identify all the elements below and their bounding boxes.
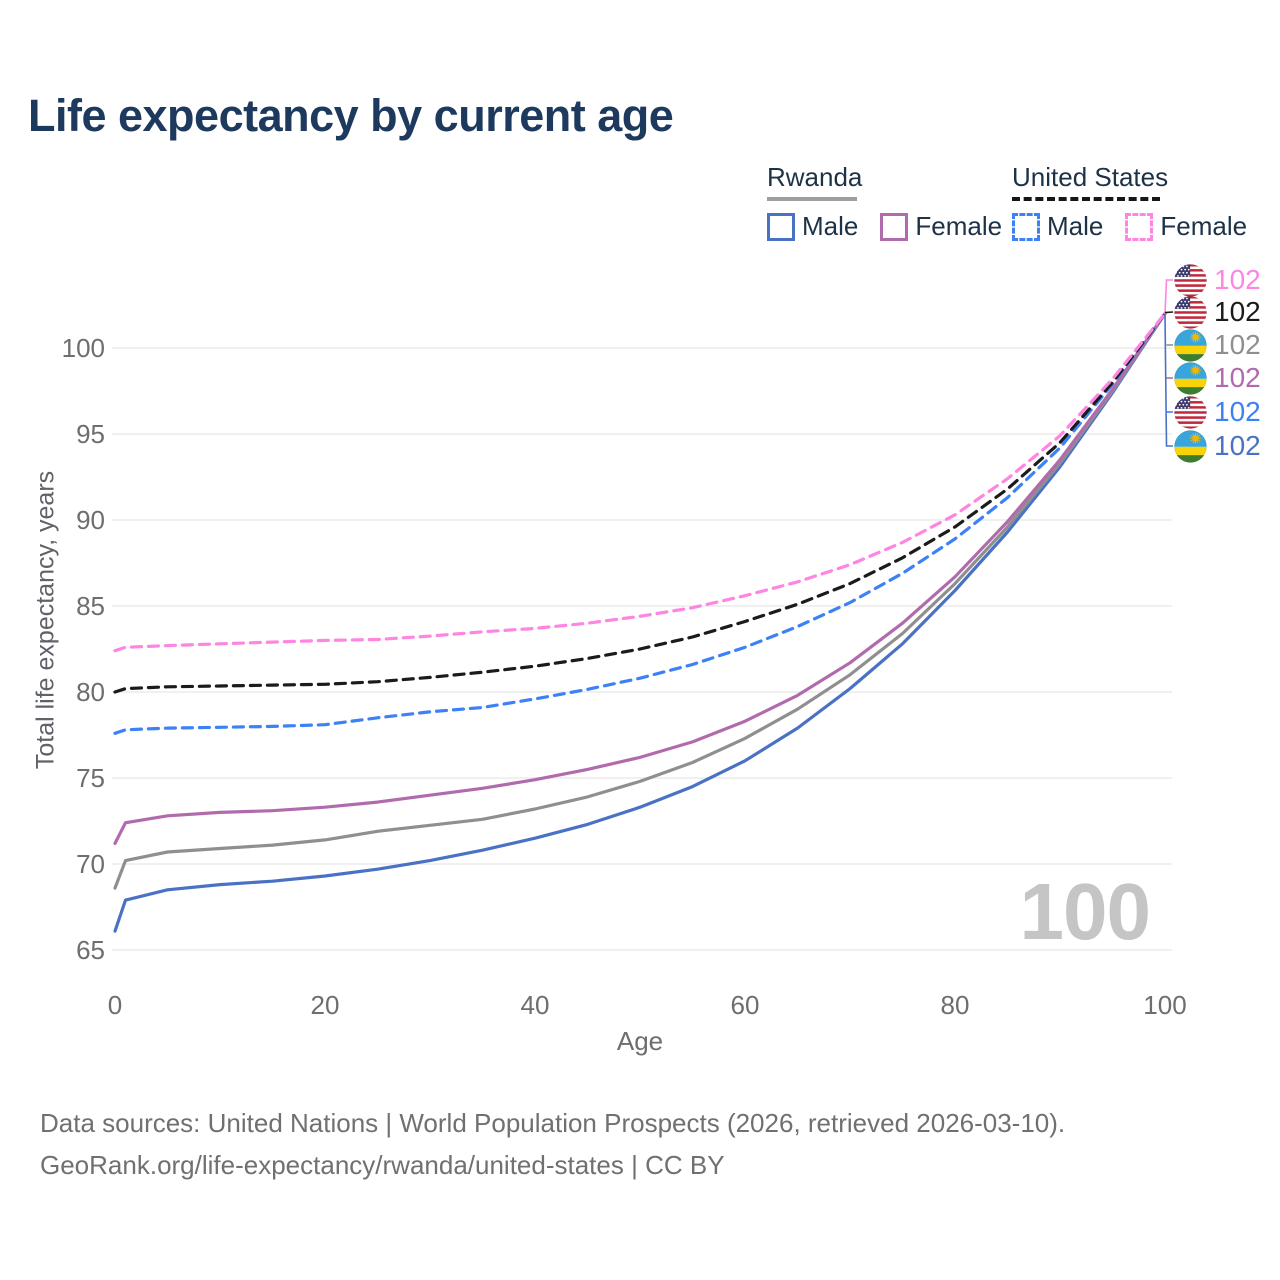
leader-line	[1164, 314, 1173, 447]
legend-item-rwanda-female: Female	[880, 211, 1002, 242]
x-axis-title: Age	[616, 1026, 664, 1056]
attribution-text: GeoRank.org/life-expectancy/rwanda/unite…	[40, 1150, 725, 1180]
y-tick-label: 100	[61, 333, 105, 363]
page-title: Life expectancy by current age	[28, 90, 674, 141]
x-tick-label: 40	[520, 990, 550, 1020]
end-label-us_male: 102	[1174, 395, 1261, 429]
y-tick-label: 85	[76, 591, 105, 621]
legend-item-rwanda-male: Male	[767, 211, 858, 242]
line-us_female	[113, 312, 1167, 653]
legend-group-united-states: United States Male Female	[1012, 162, 1269, 242]
end-label-rw_male: 102	[1174, 429, 1261, 463]
end-label-us_female: 102	[1174, 263, 1261, 297]
end-label-rw_total: 102	[1174, 328, 1261, 362]
x-tick-label: 100	[1143, 990, 1187, 1020]
leader-line	[1164, 279, 1173, 314]
rwanda-male-swatch	[767, 212, 795, 241]
y-axis-title: Total life expectancy, years	[31, 470, 60, 770]
legend-underline-united-states	[1012, 197, 1160, 201]
rwanda-female-swatch	[880, 212, 909, 241]
end-label-value: 102	[1214, 329, 1261, 360]
y-tick-label: 70	[76, 849, 105, 879]
us-male-swatch	[1012, 212, 1040, 241]
legend-label-us-male: Male	[1047, 211, 1104, 241]
x-tick-label: 20	[310, 990, 340, 1020]
legend-group-rwanda: Rwanda Male Female	[767, 162, 1024, 242]
end-label-value: 102	[1214, 362, 1261, 393]
end-label-us_total: 102	[1174, 295, 1261, 329]
age-watermark: 100	[1019, 867, 1151, 956]
rwanda-flag-icon	[1174, 328, 1207, 362]
y-tick-label: 80	[76, 677, 105, 707]
line-rw_total	[113, 312, 1167, 890]
legend-label-us-female: Female	[1160, 211, 1248, 241]
end-label-value: 102	[1214, 396, 1261, 427]
line-rw_male	[113, 312, 1167, 933]
x-tick-label: 60	[730, 990, 760, 1020]
line-us_male	[113, 312, 1167, 735]
legend-item-us-female: Female	[1125, 211, 1247, 242]
rwanda-flag-icon	[1174, 361, 1207, 395]
end-label-value: 102	[1214, 430, 1261, 461]
line-rw_female	[113, 312, 1167, 846]
y-tick-label: 95	[76, 419, 105, 449]
y-tick-label: 90	[76, 505, 105, 535]
end-label-value: 102	[1214, 296, 1261, 327]
us-flag-icon	[1174, 295, 1207, 329]
y-tick-label: 75	[76, 763, 105, 793]
x-tick-label: 80	[940, 990, 970, 1020]
leader-line	[1164, 311, 1174, 314]
data-sources-text: Data sources: United Nations | World Pop…	[40, 1108, 1066, 1138]
legend-label-rwanda-male: Male	[802, 211, 859, 241]
legend-item-us-male: Male	[1012, 211, 1103, 242]
legend-country-rwanda: Rwanda	[767, 162, 863, 192]
legend-underline-rwanda	[767, 197, 857, 201]
rwanda-flag-icon	[1174, 429, 1207, 463]
end-label-rw_female: 102	[1174, 361, 1261, 395]
end-label-value: 102	[1214, 264, 1261, 295]
us-flag-icon	[1174, 263, 1207, 297]
x-tick-label: 0	[107, 990, 123, 1020]
legend-label-rwanda-female: Female	[915, 211, 1003, 241]
us-female-swatch	[1125, 212, 1154, 241]
legend-country-united-states: United States	[1012, 162, 1169, 192]
us-flag-icon	[1174, 395, 1207, 429]
line-us_total	[113, 312, 1167, 694]
y-tick-label: 65	[76, 935, 105, 965]
